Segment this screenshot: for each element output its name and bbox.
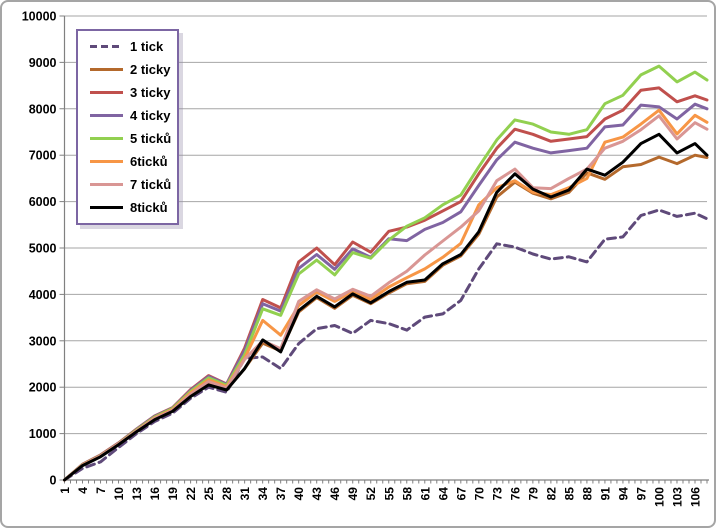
x-axis-label: 43 [310,487,324,501]
legend-label: 5 ticků [130,130,172,146]
x-axis-label: 46 [328,487,342,501]
legend-line-swatch [90,45,123,49]
x-axis-label: 67 [454,487,468,501]
y-axis-label: 0 [50,474,57,488]
legend-item-1[interactable]: 1 tick [90,37,175,57]
x-axis-label: 91 [598,487,612,501]
x-axis-label: 97 [634,487,648,501]
x-axis-label: 25 [202,487,216,501]
x-axis-label: 88 [580,487,594,501]
x-axis-label: 40 [292,487,306,501]
legend-line-swatch [90,136,123,140]
x-axis-label: 61 [418,487,432,501]
legend-label: 3 ticky [130,85,171,101]
legend-label: 2 ticky [130,62,171,78]
series-line-8[interactable] [63,132,709,482]
x-axis-label: 28 [220,487,234,501]
x-axis-label: 4 [76,487,90,494]
y-axis-label: 10000 [22,10,57,24]
x-axis-label: 64 [436,487,450,501]
legend-item-2[interactable]: 2 ticky [90,60,175,80]
legend-line-swatch [90,114,123,117]
y-axis-label: 3000 [29,334,57,348]
x-axis-label: 106 [688,487,702,507]
legend-label: 8ticků [130,199,168,215]
legend-label: 4 ticky [130,108,171,123]
y-axis-label: 7000 [29,149,57,163]
legend-label: 7 ticků [130,176,172,192]
x-axis-label: 55 [382,487,396,501]
legend-line-swatch [90,91,123,95]
y-axis-label: 8000 [29,102,57,116]
x-axis-label: 82 [544,487,558,501]
legend-item-7[interactable]: 7 ticků [90,174,175,194]
y-axis-label: 1000 [29,427,57,441]
legend-line-swatch [90,205,123,209]
x-axis-label: 16 [148,487,162,501]
x-axis-label: 10 [112,487,126,501]
x-axis-label: 85 [562,487,576,501]
legend-item-3[interactable]: 3 ticky [90,83,175,103]
x-axis-label: 19 [166,487,180,501]
legend-line-swatch [90,182,123,186]
series-line-1[interactable] [63,208,709,482]
x-axis-label: 94 [616,487,630,501]
x-axis-label: 1 [58,487,72,494]
x-axis-label: 31 [238,487,252,501]
x-axis-label: 34 [256,487,270,501]
x-axis-label: 100 [652,487,666,507]
x-axis-label: 73 [490,487,504,501]
x-axis-label: 13 [130,487,144,501]
x-axis-label: 49 [346,487,360,501]
legend-item-4[interactable]: 4 ticky [90,106,175,126]
legend-item-8[interactable]: 8ticků [90,197,175,217]
x-axis-label: 22 [184,487,198,501]
legend-item-6[interactable]: 6ticků [90,151,175,171]
legend-line-swatch [90,68,123,72]
y-axis-label: 5000 [29,242,57,256]
x-axis-label: 103 [670,487,684,507]
x-axis-label: 76 [508,487,522,501]
y-axis-label: 6000 [29,195,57,209]
legend-label: 6ticků [130,153,168,169]
legend-line-swatch [90,159,123,163]
legend-label: 1 tick [130,39,164,55]
legend: 1 tick 2 ticky 3 ticky 4 ticky 5 ticků 6ticků… [76,29,179,225]
legend-item-5[interactable]: 5 ticků [90,128,175,148]
x-axis-label: 37 [274,487,288,501]
y-axis-label: 4000 [29,288,57,302]
y-axis-label: 9000 [29,56,57,70]
y-axis-label: 2000 [29,381,57,395]
x-axis-label: 79 [526,487,540,501]
x-axis-label: 58 [400,487,414,501]
x-axis-label: 52 [364,487,378,501]
x-axis-label: 70 [472,487,486,501]
x-axis-label: 7 [94,487,108,494]
